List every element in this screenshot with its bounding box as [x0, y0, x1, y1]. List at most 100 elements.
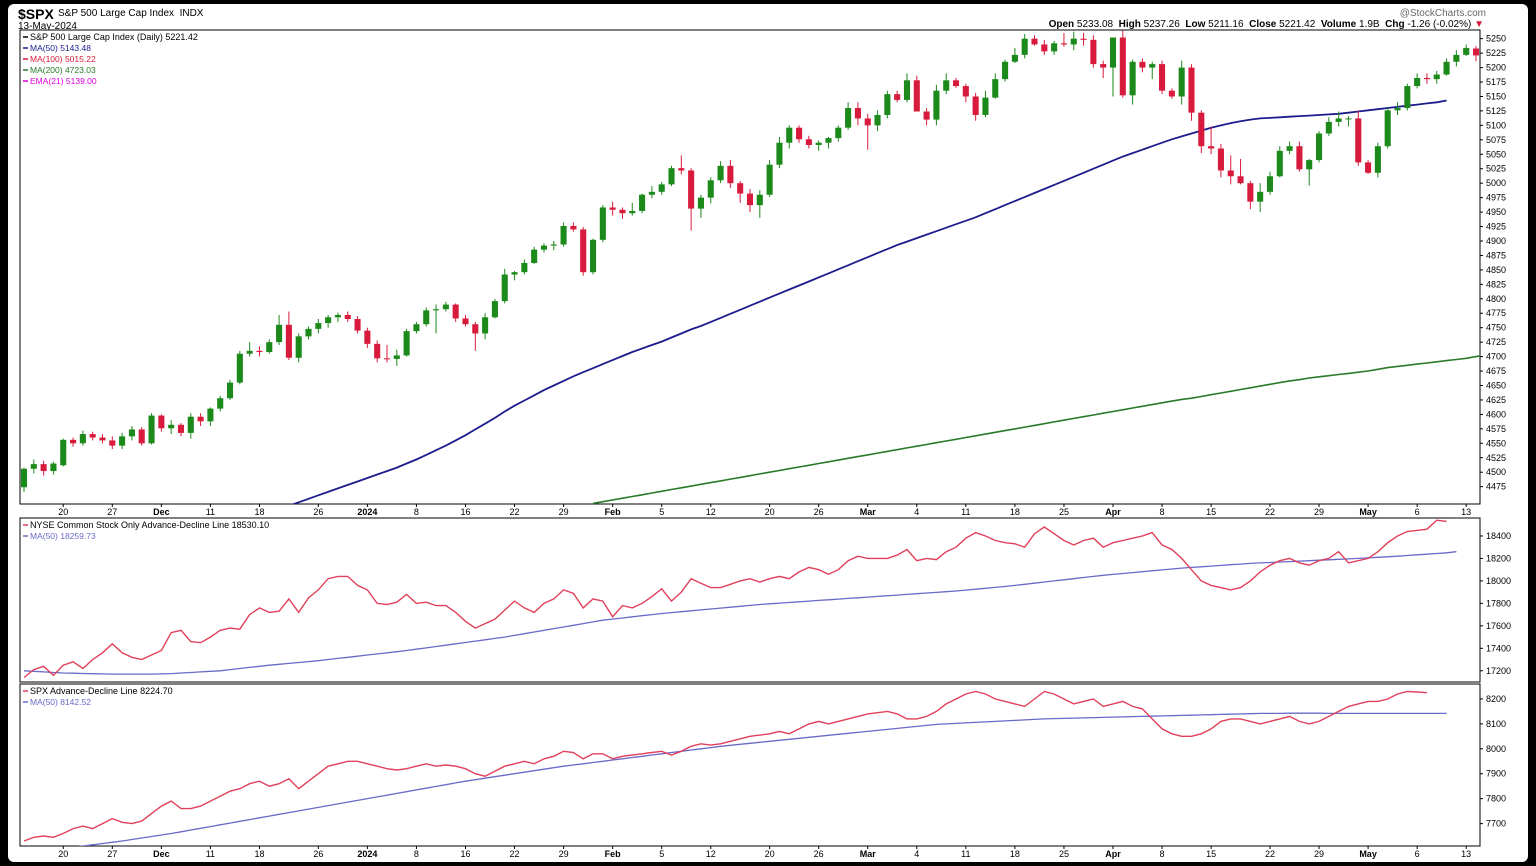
- x-tick-label: 22: [1265, 507, 1275, 517]
- candle-body: [1266, 176, 1274, 192]
- candle-body: [1217, 148, 1224, 171]
- y-tick-label: 4500: [1486, 467, 1506, 477]
- candle-body: [20, 468, 28, 488]
- y-tick-label: 5000: [1486, 178, 1506, 188]
- candle-body: [1296, 146, 1303, 170]
- x-tick-label: 29: [1314, 507, 1324, 517]
- y-tick-label: 5100: [1486, 120, 1506, 130]
- candle-body: [766, 164, 773, 195]
- pane-title-2: NYSE Common Stock Only Advance-Decline L…: [30, 520, 269, 530]
- y-tick-label: 7900: [1486, 769, 1506, 779]
- ad-ma50-line: [77, 712, 1447, 846]
- x-tick-label: 13: [1461, 507, 1471, 517]
- candle-body: [1031, 38, 1038, 45]
- candle-body: [325, 317, 332, 324]
- y-tick-label: 5150: [1486, 91, 1506, 101]
- x-tick-label: 6: [1415, 849, 1420, 859]
- legend-entry: MA(50) 8142.52: [30, 697, 91, 707]
- x-tick-label: 18: [1010, 849, 1020, 859]
- legend-entry: MA(50) 5143.48: [30, 43, 91, 53]
- x-tick-label: 11: [206, 507, 215, 517]
- x-tick-label: 5: [659, 507, 664, 517]
- candle-body: [1453, 54, 1460, 62]
- candle-body: [50, 463, 57, 472]
- ohlc-readout: Open 5233.08 High 5237.26 Low 5211.16 Cl…: [1048, 19, 1484, 30]
- x-tick-label: 11: [206, 849, 215, 859]
- candle-body: [854, 108, 861, 119]
- y-tick-label: 4775: [1486, 308, 1506, 318]
- x-tick-label: 29: [559, 507, 569, 517]
- candle-body: [374, 343, 381, 359]
- x-tick-label: 26: [814, 849, 824, 859]
- candle-body: [491, 301, 498, 318]
- candle-body: [1315, 133, 1323, 161]
- x-tick-label: 20: [58, 849, 68, 859]
- candle-body: [1414, 77, 1421, 87]
- x-tick-label: 22: [510, 507, 520, 517]
- x-tick-label: 18: [254, 507, 264, 517]
- y-tick-label: 18200: [1486, 553, 1511, 563]
- candle-body: [1276, 150, 1283, 177]
- breadth-plot-2: [23, 690, 1447, 846]
- x-tick-label: 20: [765, 507, 775, 517]
- y-tick-label: 4650: [1486, 381, 1506, 391]
- y-tick-label: 5050: [1486, 149, 1506, 159]
- candle-body: [433, 309, 440, 311]
- x-tick-label: Feb: [605, 849, 622, 859]
- y-tick-label: 4875: [1486, 250, 1506, 260]
- y-tick-label: 7700: [1486, 819, 1506, 829]
- y-tick-label: 8200: [1486, 694, 1506, 704]
- y-tick-label: 4700: [1486, 352, 1506, 362]
- candle-body: [992, 79, 999, 98]
- x-tick-label: Feb: [605, 507, 622, 517]
- candle-body: [501, 274, 508, 302]
- candle-body: [933, 90, 940, 120]
- candle-body: [1306, 160, 1313, 170]
- candle-body: [1109, 37, 1117, 68]
- y-tick-label: 17600: [1486, 621, 1511, 631]
- y-tick-label: 7800: [1486, 794, 1506, 804]
- candle-body: [707, 180, 714, 198]
- x-tick-label: 27: [107, 849, 117, 859]
- candle-body: [1090, 39, 1097, 65]
- x-tick-label: 8: [414, 849, 419, 859]
- x-tick-label: 2024: [357, 507, 377, 517]
- pane-border-3: [19, 683, 1481, 847]
- y-tick-label: 17800: [1486, 598, 1511, 608]
- candle-body: [1237, 176, 1244, 184]
- x-tick-label: 26: [313, 507, 323, 517]
- y-tick-label: 4925: [1486, 222, 1506, 232]
- x-tick-label: 16: [460, 507, 470, 517]
- candle-body: [128, 429, 135, 437]
- candle-body: [1325, 121, 1332, 134]
- ma50-line: [291, 99, 1447, 504]
- x-tick-label: 27: [107, 507, 117, 517]
- ad-line: [23, 690, 1427, 842]
- y-tick-label: 5225: [1486, 48, 1506, 58]
- candle-body: [972, 96, 979, 115]
- candle-body: [874, 114, 881, 126]
- legend-entry: EMA(21) 5139.00: [30, 76, 97, 86]
- candle-body: [452, 304, 459, 319]
- candle-body: [580, 229, 587, 273]
- candle-body: [217, 398, 224, 409]
- ad-ma50-line: [23, 551, 1457, 675]
- candle-body: [1021, 38, 1028, 55]
- candle-body: [383, 358, 391, 360]
- candle-body: [952, 80, 960, 87]
- candle-body: [89, 434, 96, 438]
- candle-body: [40, 464, 47, 472]
- x-tick-label: May: [1359, 849, 1377, 859]
- candle-body: [648, 191, 655, 195]
- x-tick-label: 15: [1206, 849, 1216, 859]
- x-tick-label: 26: [313, 849, 323, 859]
- candle-body: [403, 331, 410, 356]
- y-tick-label: 4575: [1486, 424, 1506, 434]
- candle-body: [276, 324, 283, 343]
- candle-body: [599, 207, 606, 240]
- ticker-symbol: $SPX: [18, 6, 54, 22]
- x-tick-label: 8: [414, 507, 419, 517]
- y-tick-label: 4525: [1486, 453, 1506, 463]
- candle-body: [99, 437, 106, 441]
- candle-body: [845, 108, 852, 128]
